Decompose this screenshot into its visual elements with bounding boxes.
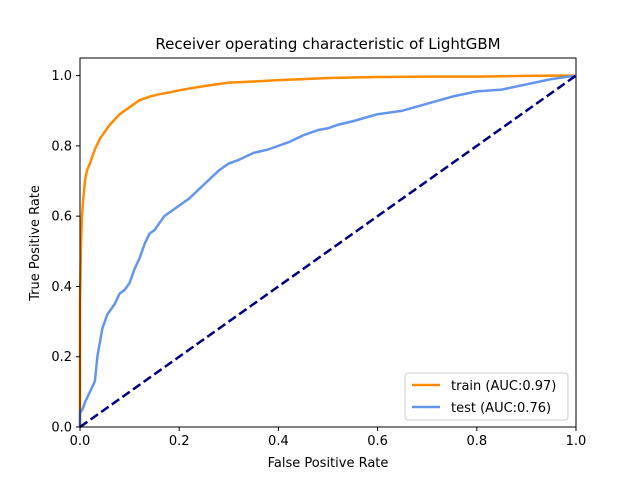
x-tick-label: 0.0 [70, 434, 91, 449]
x-axis-ticks: 0.0 0.2 0.4 0.6 0.8 1.0 [70, 427, 587, 449]
legend-box [404, 372, 569, 421]
y-axis-label: True Positive Rate [28, 185, 43, 302]
test-roc-line [78, 74, 577, 427]
y-axis-ticks: 0.0 0.2 0.4 0.6 0.8 1.0 [51, 69, 80, 436]
x-axis-label: False Positive Rate [268, 456, 389, 471]
x-tick-label: 0.8 [466, 434, 487, 449]
x-tick-label: 1.0 [566, 434, 587, 449]
x-tick-label: 0.2 [169, 434, 190, 449]
y-tick-label: 0.6 [51, 210, 72, 225]
x-tick-label: 0.6 [367, 434, 388, 449]
train-roc-line [78, 74, 576, 427]
y-tick-label: 0.2 [51, 350, 72, 365]
legend-label-train: train (AUC:0.97) [451, 379, 556, 394]
plot-frame [79, 57, 577, 428]
y-tick-label: 1.0 [51, 69, 72, 84]
chance-diagonal-line [79, 74, 577, 429]
chart-title: Receiver operating characteristic of Lig… [155, 35, 500, 53]
y-tick-label: 0.8 [51, 139, 72, 154]
y-tick-label: 0.4 [51, 280, 72, 295]
x-tick-label: 0.4 [268, 434, 289, 449]
plot-series-group [78, 74, 577, 429]
y-tick-label: 0.0 [51, 421, 72, 436]
legend: train (AUC:0.97) test (AUC:0.76) [404, 372, 569, 421]
legend-label-test: test (AUC:0.76) [451, 401, 551, 416]
